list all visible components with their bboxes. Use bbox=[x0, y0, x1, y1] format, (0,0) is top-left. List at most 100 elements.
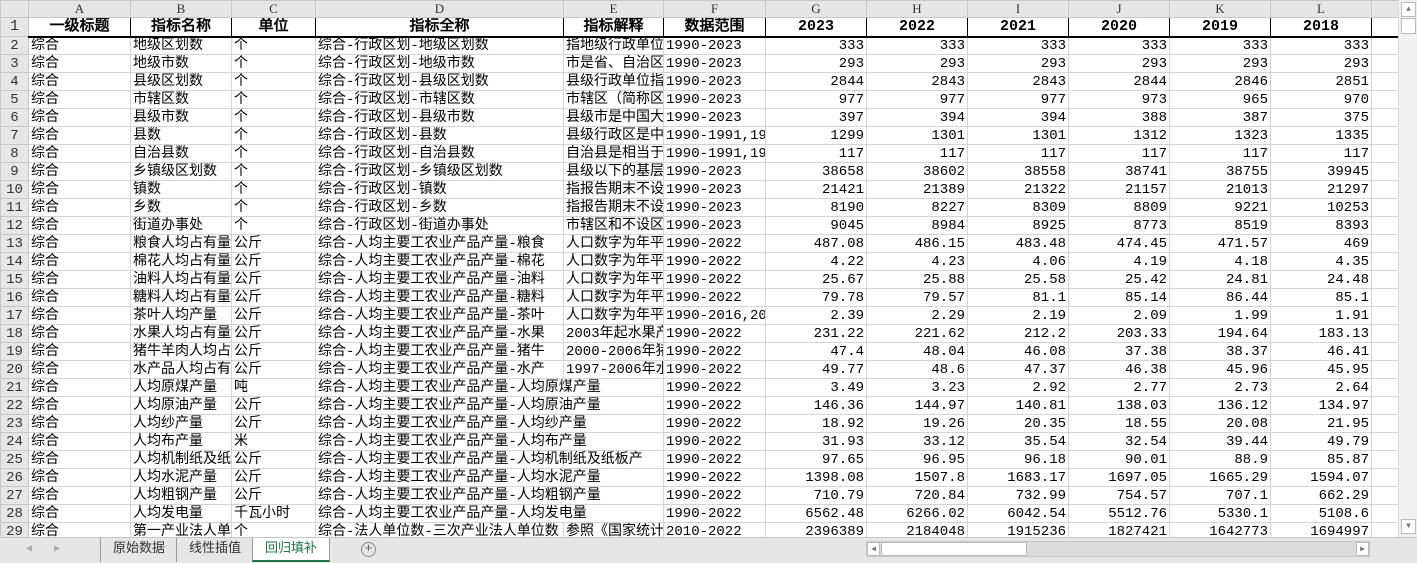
row-number[interactable]: 8 bbox=[0, 144, 29, 163]
cell[interactable]: 综合 bbox=[28, 468, 131, 487]
cell[interactable]: 综合 bbox=[28, 306, 131, 325]
row-number[interactable]: 22 bbox=[0, 396, 29, 415]
cell[interactable] bbox=[1371, 54, 1398, 73]
cell[interactable]: 21421 bbox=[765, 180, 867, 199]
cell[interactable]: 综合-行政区划-县数 bbox=[315, 126, 564, 145]
cell[interactable]: 个 bbox=[231, 126, 316, 145]
cell[interactable]: 1312 bbox=[1068, 126, 1170, 145]
cell[interactable]: 米 bbox=[231, 432, 316, 451]
cell[interactable]: 综合-行政区划-县级区划数 bbox=[315, 72, 564, 91]
cell[interactable]: 1990-2023 bbox=[663, 180, 766, 199]
cell[interactable]: 1594.07 bbox=[1270, 468, 1372, 487]
cell[interactable]: 综合 bbox=[28, 234, 131, 253]
cell[interactable]: 人均纱产量 bbox=[130, 414, 232, 433]
row-number[interactable]: 9 bbox=[0, 162, 29, 181]
cell[interactable]: 38.37 bbox=[1169, 342, 1271, 361]
cell[interactable]: 1990-2022 bbox=[663, 486, 766, 505]
cell[interactable] bbox=[1371, 162, 1398, 181]
cell[interactable]: 49.77 bbox=[765, 360, 867, 379]
cell[interactable]: 1683.17 bbox=[967, 468, 1069, 487]
row-number[interactable]: 21 bbox=[0, 378, 29, 397]
cell[interactable]: 117 bbox=[1270, 144, 1372, 163]
header-cell[interactable]: 指标解释 bbox=[563, 17, 664, 38]
cell[interactable]: 46.38 bbox=[1068, 360, 1170, 379]
cell[interactable]: 469 bbox=[1270, 234, 1372, 253]
cell[interactable]: 公斤 bbox=[231, 414, 316, 433]
cell[interactable]: 个 bbox=[231, 108, 316, 127]
cell[interactable]: 人口数字为年平 bbox=[563, 252, 664, 271]
cell[interactable]: 千瓦小时 bbox=[231, 504, 316, 523]
cell[interactable]: 24.81 bbox=[1169, 270, 1271, 289]
cell[interactable]: 38741 bbox=[1068, 162, 1170, 181]
cell[interactable]: 977 bbox=[765, 90, 867, 109]
cell[interactable]: 1990-2022 bbox=[663, 432, 766, 451]
cell[interactable] bbox=[1371, 270, 1398, 289]
cell[interactable]: 293 bbox=[1068, 54, 1170, 73]
cell[interactable]: 1990-1991,19 bbox=[663, 144, 766, 163]
cell[interactable]: 自治县是相当于 bbox=[563, 144, 664, 163]
cell[interactable]: 85.14 bbox=[1068, 288, 1170, 307]
cell[interactable] bbox=[1371, 324, 1398, 343]
cell[interactable]: 754.57 bbox=[1068, 486, 1170, 505]
row-number[interactable]: 7 bbox=[0, 126, 29, 145]
cell[interactable]: 公斤 bbox=[231, 252, 316, 271]
cell[interactable]: 指报告期末不设 bbox=[563, 180, 664, 199]
cell[interactable]: 1990-2022 bbox=[663, 288, 766, 307]
row-number[interactable]: 20 bbox=[0, 360, 29, 379]
cell[interactable]: 2844 bbox=[765, 72, 867, 91]
cell[interactable]: 140.81 bbox=[967, 396, 1069, 415]
cell[interactable]: 387 bbox=[1169, 108, 1271, 127]
cell[interactable]: 5108.6 bbox=[1270, 504, 1372, 523]
cell[interactable]: 231.22 bbox=[765, 324, 867, 343]
cell[interactable]: 2.39 bbox=[765, 306, 867, 325]
cell[interactable]: 970 bbox=[1270, 90, 1372, 109]
cell[interactable]: 综合 bbox=[28, 360, 131, 379]
row-number[interactable]: 18 bbox=[0, 324, 29, 343]
spreadsheet-grid[interactable]: A B C D E F G H I J K L 1 一级标题 指标名称 单位 指标全称 指标解释 数据范围 2023 2… bbox=[0, 0, 1398, 537]
cell[interactable]: 指报告期末不设 bbox=[563, 198, 664, 217]
cell[interactable]: 293 bbox=[1270, 54, 1372, 73]
cell[interactable]: 203.33 bbox=[1068, 324, 1170, 343]
cell[interactable]: 综合-行政区划-乡镇级区划数 bbox=[315, 162, 564, 181]
cell[interactable]: 38755 bbox=[1169, 162, 1271, 181]
cell[interactable]: 5330.1 bbox=[1169, 504, 1271, 523]
cell[interactable]: 个 bbox=[231, 36, 316, 55]
cell[interactable]: 综合-人均主要工农业产品产量-油料 bbox=[315, 270, 564, 289]
cell[interactable]: 25.42 bbox=[1068, 270, 1170, 289]
cell[interactable]: 136.12 bbox=[1169, 396, 1271, 415]
cell[interactable]: 综合-人均主要工农业产品产量-人均发电量 bbox=[315, 504, 664, 523]
cell[interactable]: 市辖区和不设区 bbox=[563, 216, 664, 235]
cell[interactable] bbox=[1371, 414, 1398, 433]
header-cell[interactable]: 指标名称 bbox=[130, 17, 232, 38]
cell[interactable]: 县级以下的基层 bbox=[563, 162, 664, 181]
cell[interactable]: 8519 bbox=[1169, 216, 1271, 235]
cell[interactable]: 39945 bbox=[1270, 162, 1372, 181]
cell[interactable]: 综合-行政区划-地级市数 bbox=[315, 54, 564, 73]
cell[interactable]: 720.84 bbox=[866, 486, 968, 505]
cell[interactable]: 综合 bbox=[28, 216, 131, 235]
cell[interactable]: 4.06 bbox=[967, 252, 1069, 271]
cell[interactable]: 394 bbox=[967, 108, 1069, 127]
prev-sheet-icon[interactable]: ◀ bbox=[26, 544, 33, 555]
cell[interactable]: 6562.48 bbox=[765, 504, 867, 523]
cell[interactable]: 人均水泥产量 bbox=[130, 468, 232, 487]
cell[interactable]: 公斤 bbox=[231, 468, 316, 487]
cell[interactable]: 个 bbox=[231, 522, 316, 537]
row-number[interactable]: 23 bbox=[0, 414, 29, 433]
cell[interactable]: 388 bbox=[1068, 108, 1170, 127]
cell[interactable]: 综合-人均主要工农业产品产量-粮食 bbox=[315, 234, 564, 253]
cell[interactable]: 地级区划数 bbox=[130, 36, 232, 55]
cell[interactable]: 公斤 bbox=[231, 270, 316, 289]
cell[interactable]: 20.35 bbox=[967, 414, 1069, 433]
row-number[interactable]: 16 bbox=[0, 288, 29, 307]
cell[interactable]: 2851 bbox=[1270, 72, 1372, 91]
cell[interactable]: 综合 bbox=[28, 108, 131, 127]
cell[interactable]: 1990-2016,20 bbox=[663, 306, 766, 325]
cell[interactable]: 公斤 bbox=[231, 486, 316, 505]
cell[interactable]: 662.29 bbox=[1270, 486, 1372, 505]
cell[interactable]: 46.08 bbox=[967, 342, 1069, 361]
cell[interactable]: 综合-人均主要工农业产品产量-棉花 bbox=[315, 252, 564, 271]
vertical-scroll-thumb[interactable] bbox=[1401, 18, 1416, 34]
cell[interactable]: 水果人均占有量 bbox=[130, 324, 232, 343]
cell[interactable]: 8190 bbox=[765, 198, 867, 217]
